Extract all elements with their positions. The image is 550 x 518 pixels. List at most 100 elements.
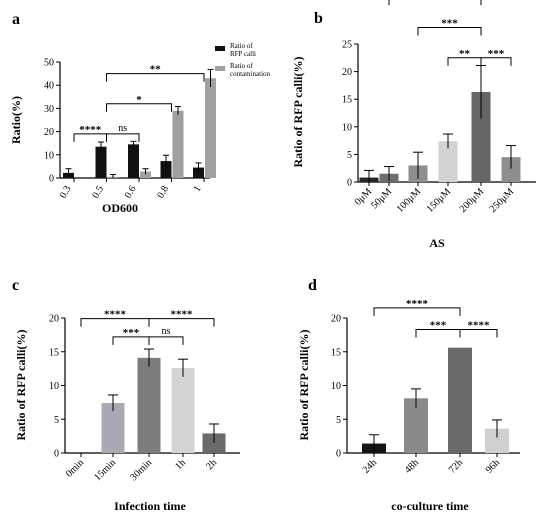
x-tick-label: 48h: [403, 457, 421, 475]
bar: [448, 347, 472, 453]
significance-label: ****: [468, 319, 491, 331]
significance-bracket: [373, 307, 461, 316]
significance-bracket: [106, 103, 172, 112]
bar: [101, 403, 125, 453]
legend-label: Ratio of: [230, 42, 253, 50]
x-tick-label: 150μM: [425, 186, 454, 215]
significance-label: **: [459, 48, 471, 60]
legend-label: contamination: [230, 70, 271, 78]
significance-bracket: [106, 73, 205, 82]
panel-label: a: [12, 11, 20, 28]
y-tick-label: 15: [331, 347, 341, 358]
y-tick-label: 5: [54, 415, 59, 426]
y-tick-label: 0: [336, 449, 341, 460]
y-tick-label: 20: [342, 67, 352, 78]
y-tick-label: 30: [44, 104, 54, 115]
significance-label: ***: [488, 48, 505, 60]
significance-bracket: [148, 336, 184, 345]
y-axis-label: Ratio of RFP calli(%): [297, 330, 311, 441]
bar: [202, 433, 226, 453]
bar: [501, 157, 521, 182]
x-tick-label: 0.5: [90, 184, 106, 200]
bar: [140, 171, 151, 178]
y-axis-label: Ratio(%): [9, 96, 23, 144]
panel-d: d 0 5 10 15 20 Ratio of RFP calli(%) co-culture…: [297, 277, 520, 513]
bar: [137, 357, 161, 453]
x-tick-label: 100μM: [395, 186, 424, 215]
significance-label: ns: [118, 123, 127, 134]
y-tick-label: 0: [54, 449, 59, 460]
y-tick-label: 0: [347, 178, 352, 189]
panel-label: d: [308, 277, 317, 294]
y-tick-label: 50: [44, 58, 54, 69]
x-tick-label: 0.3: [58, 184, 74, 200]
y-tick-label: 15: [49, 347, 59, 358]
x-tick-label: 0.6: [123, 184, 139, 200]
y-tick-label: 0: [49, 174, 54, 185]
significance-bracket: [459, 328, 498, 338]
y-tick-label: 10: [44, 150, 54, 161]
panel-label: c: [12, 277, 19, 294]
significance-label: ***: [441, 17, 458, 29]
significance-bracket: [106, 133, 140, 142]
y-axis-label: Ratio of RFP calli(%): [14, 330, 28, 441]
legend-swatch: [215, 46, 225, 51]
bar: [205, 78, 216, 178]
bar: [172, 110, 184, 178]
significance-label: ****: [104, 309, 127, 321]
panel-label: b: [314, 10, 323, 27]
x-tick-label: 2h: [204, 457, 219, 472]
legend-label: Ratio of: [230, 62, 253, 70]
y-axis-label: Ratio of RFP calli(%): [291, 57, 305, 168]
significance-label: ***: [123, 327, 140, 339]
bar: [128, 144, 139, 178]
significance-bracket: [480, 57, 512, 66]
y-tick-label: 10: [49, 381, 59, 392]
panel-c: c 0 5 10 15 20 Ratio of RFP calli(%) Infection …: [12, 277, 240, 513]
significance-label: **: [150, 64, 162, 76]
bar: [95, 146, 107, 178]
y-tick-label: 20: [49, 314, 59, 325]
bar: [438, 141, 458, 182]
x-tick-label: 1h: [173, 457, 188, 472]
x-tick-label: 72h: [447, 457, 465, 475]
y-tick-label: 10: [342, 122, 352, 133]
significance-label: ****: [79, 124, 102, 136]
x-tick-label: 200μM: [458, 186, 487, 215]
y-tick-label: 40: [44, 81, 54, 92]
significance-label: ***: [430, 319, 447, 331]
y-tick-label: 20: [331, 314, 341, 325]
y-tick-label: 10: [331, 381, 341, 392]
bar: [171, 367, 195, 453]
legend-label: RFP calli: [230, 50, 256, 58]
significance-label: ****: [171, 309, 194, 321]
x-tick-label: 1: [192, 184, 204, 194]
x-tick-label: 24h: [361, 457, 379, 475]
x-axis-label: co-culture time: [391, 499, 469, 513]
significance-bracket: [417, 26, 482, 36]
y-tick-label: 15: [342, 95, 352, 106]
y-tick-label: 25: [342, 40, 352, 51]
x-tick-label: 30min: [128, 457, 154, 483]
panel-a: a 0 10 20 30 40 50 Ratio(%) OD600 0.3 0.5 0.6 0.8 1 Ra…: [9, 11, 271, 215]
x-tick-label: 0.8: [155, 184, 171, 200]
significance-bracket: [148, 318, 215, 327]
bar: [193, 167, 204, 178]
significance-label: *: [136, 94, 142, 106]
significance-label: ns: [162, 326, 171, 337]
significance-label: ****: [406, 298, 429, 310]
y-tick-label: 5: [336, 415, 341, 426]
bar: [160, 161, 172, 178]
legend-swatch: [215, 66, 225, 71]
x-tick-label: 15min: [92, 457, 118, 483]
x-tick-label: 96h: [484, 457, 502, 475]
x-tick-label: 50μM: [369, 186, 394, 211]
significance-bracket: [388, 0, 482, 6]
bar: [471, 92, 491, 182]
x-axis-label: OD600: [102, 201, 138, 215]
x-axis-label: AS: [429, 236, 445, 250]
y-tick-label: 5: [347, 150, 352, 161]
